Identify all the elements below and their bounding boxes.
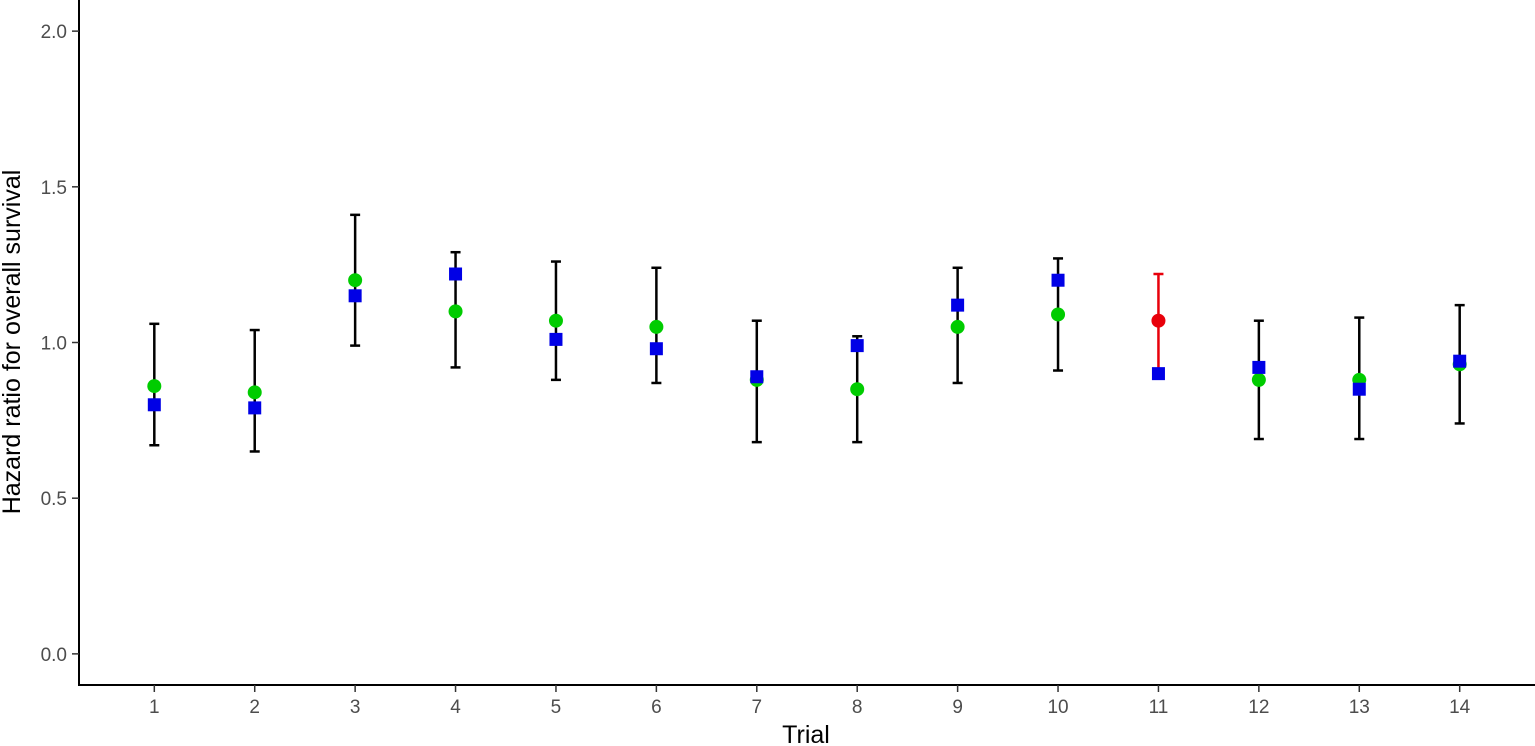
x-tick-label: 5 [551,697,562,718]
x-tick-label: 7 [752,697,763,718]
x-tick-label: 6 [651,697,662,718]
square-point [649,342,663,356]
square-point [750,370,764,384]
error-bars [149,213,1465,453]
square-point [348,289,362,303]
circle-point [850,382,865,397]
y-tick-label: 0.0 [41,645,67,666]
circle-point [1051,307,1066,322]
x-tick-label: 2 [249,697,260,718]
square-point [449,267,463,281]
circle-point [147,379,162,394]
y-axis-title: Hazard ratio for overall survival [0,170,26,515]
x-tick-label: 8 [852,697,863,718]
circle-point [448,304,463,319]
square-point [1352,382,1366,396]
circle-point [348,273,363,288]
circle-point [950,319,965,334]
circle-point [1251,372,1266,387]
x-tick-label: 11 [1149,697,1169,718]
x-ticks: 1 2 3 4 5 6 7 8 9 10 11 12 13 14 [149,685,1471,718]
x-tick-label: 4 [450,697,461,718]
point-markers [147,267,1467,415]
y-tick-label: 1.0 [41,334,67,355]
x-tick-label: 10 [1047,697,1068,718]
circle-point [247,385,262,400]
square-point [1453,354,1467,368]
axes [78,0,1535,686]
square-point [1252,360,1266,374]
x-tick-label: 12 [1248,697,1269,718]
x-tick-label: 14 [1449,697,1471,718]
x-tick-label: 9 [952,697,963,718]
square-point [1151,367,1165,381]
circle-point [548,313,563,328]
square-point [850,339,864,353]
square-point [147,398,161,412]
circle-point [649,319,664,334]
y-tick-label: 1.5 [41,178,67,199]
x-tick-label: 3 [350,697,361,718]
square-point [248,401,262,415]
y-ticks: 0.0 0.5 1.0 1.5 2.0 [41,22,79,666]
square-point [549,332,563,346]
y-tick-label: 0.5 [41,489,67,510]
y-tick-label: 2.0 [41,22,67,43]
square-point [1051,273,1065,287]
x-tick-label: 1 [149,697,160,718]
square-point [951,298,965,312]
x-axis-title: Trial [782,721,830,746]
x-tick-label: 13 [1349,697,1370,718]
circle-point [1151,313,1166,328]
